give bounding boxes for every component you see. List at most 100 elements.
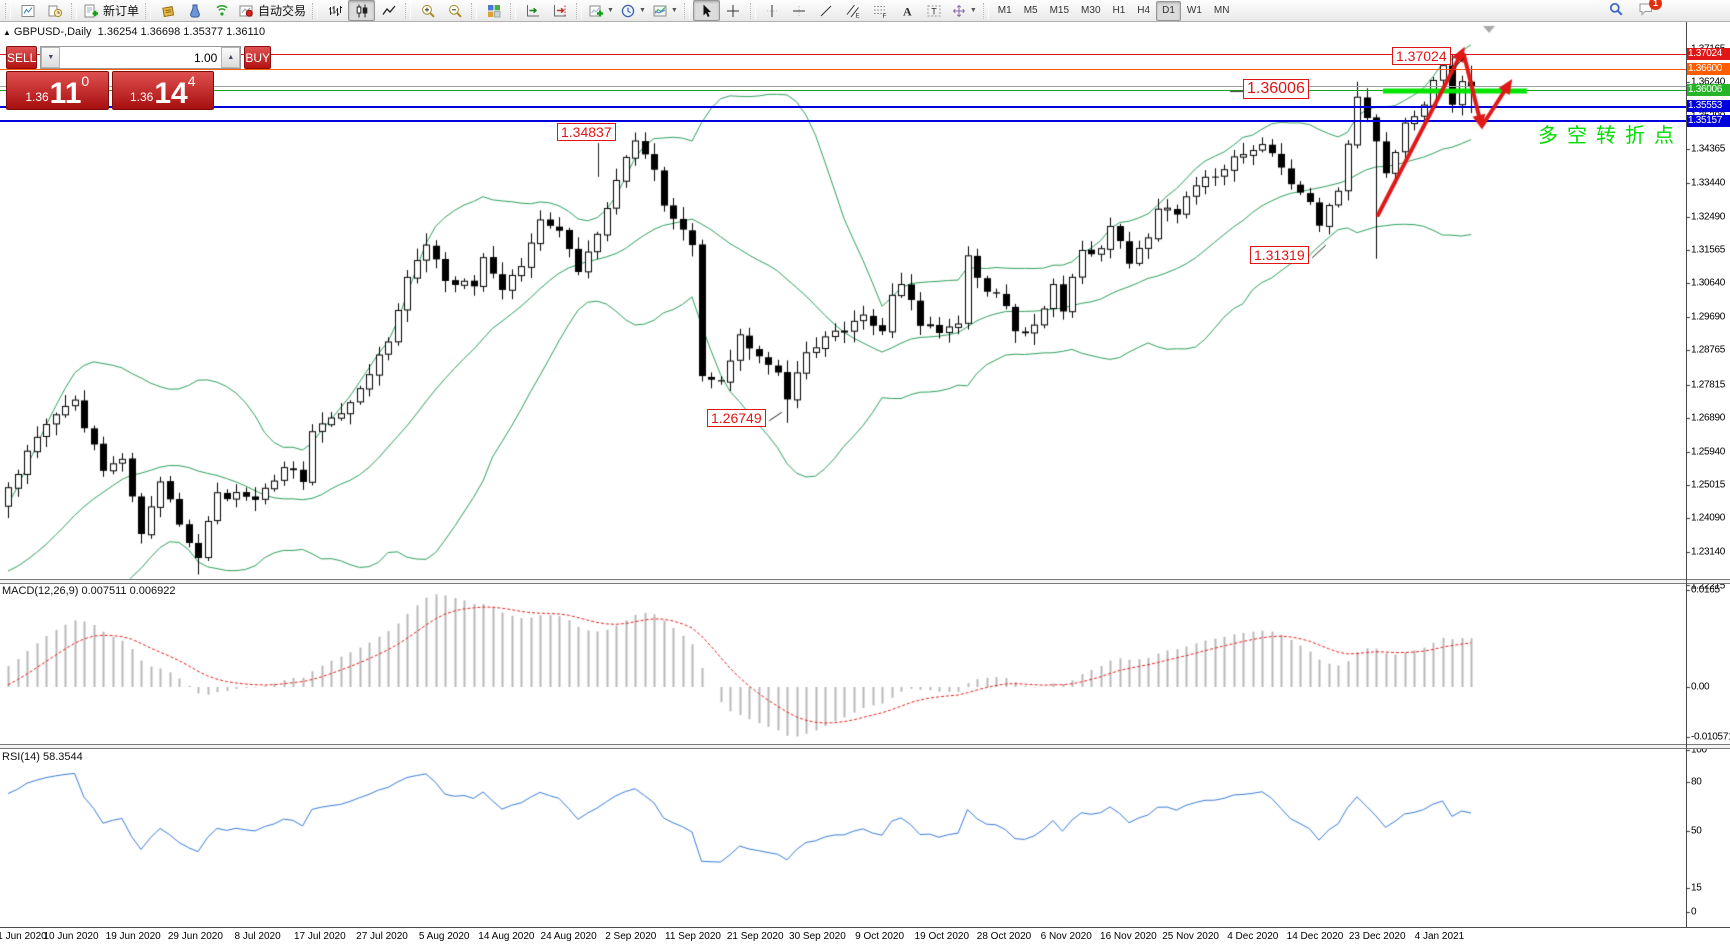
timeframe-mn-button[interactable]: MN — [1213, 5, 1230, 16]
bid-price-sup: 0 — [81, 73, 90, 89]
toolbar-separator — [683, 2, 690, 19]
channel-icon: E — [845, 3, 861, 19]
svg-text:A: A — [903, 4, 912, 18]
note-text[interactable]: 多空转折点 — [1538, 125, 1683, 147]
vertical-line-button[interactable] — [759, 0, 786, 21]
toolbar-separator — [5, 2, 11, 19]
horizontal-line-icon — [791, 3, 807, 19]
volume-increase-button[interactable]: ▲ — [221, 47, 241, 68]
ask-price-sup: 4 — [187, 73, 196, 89]
arrows-icon — [951, 3, 967, 19]
text-button[interactable]: A — [894, 0, 921, 21]
zoom-out-button[interactable] — [441, 0, 468, 21]
profiles-icon — [47, 3, 63, 19]
svg-text:T: T — [932, 6, 938, 16]
fibonacci-button[interactable]: F — [867, 0, 894, 21]
channel-button[interactable]: E — [840, 0, 867, 21]
bid-price-tile[interactable]: 1.36 11 0 — [6, 71, 109, 110]
chart-ohlc-values: 1.36254 1.36698 1.35377 1.36110 — [97, 26, 266, 38]
bid-price-big: 11 — [49, 77, 82, 110]
autotrading-button[interactable]: 自动交易 — [235, 0, 309, 21]
sell-button[interactable]: SELL — [6, 46, 38, 69]
signals-icon — [214, 3, 230, 19]
crosshair-button[interactable] — [720, 0, 747, 21]
text-label-button[interactable]: T — [921, 0, 948, 21]
toolbar-separator — [312, 2, 319, 19]
bid-price-prefix: 1.36 — [25, 90, 49, 104]
fibonacci-icon: F — [872, 3, 888, 19]
toolbar-separator — [576, 2, 583, 19]
toolbar-separator — [405, 2, 412, 19]
price-annotation-flag[interactable]: 1.26749 — [707, 409, 766, 428]
volume-stepper: ▼ ▲ — [40, 46, 242, 69]
toolbar-separator — [145, 2, 152, 19]
notification-badge: 1 — [1649, 0, 1662, 10]
chart-collapse-icon[interactable]: ▲ — [3, 28, 11, 37]
ask-price-tile[interactable]: 1.36 14 4 — [111, 71, 214, 110]
new-order-button[interactable]: 新订单 — [80, 0, 142, 21]
new-chart-button[interactable] — [14, 0, 41, 21]
toolbar-separator — [749, 2, 756, 19]
chart-shift-button[interactable] — [546, 0, 573, 21]
toolbar-separator — [510, 2, 517, 19]
timeframe-d1-button[interactable]: D1 — [1156, 0, 1181, 21]
timeframe-h1-button[interactable]: H1 — [1112, 5, 1126, 16]
dropdown-caret-icon: ▼ — [607, 7, 614, 14]
dropdown-caret-icon: ▼ — [670, 7, 678, 14]
dropdown-caret-icon: ▼ — [969, 7, 977, 14]
zoom-out-icon — [447, 3, 463, 19]
cursor-button[interactable] — [692, 0, 720, 21]
candle-chart-icon — [354, 3, 370, 19]
volume-decrease-button[interactable]: ▼ — [41, 47, 61, 68]
dropdown-caret-icon: ▼ — [638, 7, 646, 14]
timeframe-m30-button[interactable]: M30 — [1081, 5, 1101, 16]
text-label-icon: T — [926, 3, 942, 19]
timeframe-h4-button[interactable]: H4 — [1137, 5, 1151, 16]
buy-button[interactable]: BUY — [244, 46, 272, 69]
timeframe-w1-button[interactable]: W1 — [1186, 5, 1202, 16]
auto-scroll-icon — [525, 3, 541, 19]
ask-price-prefix: 1.36 — [129, 90, 154, 104]
market-watch-icon — [187, 3, 203, 19]
metaeditor-button[interactable] — [154, 0, 181, 21]
text-icon: A — [899, 3, 915, 19]
timeframe-m5-button[interactable]: M5 — [1023, 5, 1038, 16]
horizontal-line-button[interactable] — [786, 0, 813, 21]
vertical-line-icon — [764, 3, 780, 19]
candle-chart-button[interactable] — [348, 0, 376, 21]
arrows-button[interactable]: ▼ — [948, 0, 980, 21]
auto-scroll-button[interactable] — [519, 0, 546, 21]
indicators-icon — [588, 3, 604, 19]
periods-button[interactable]: ▼ — [617, 0, 649, 21]
periods-icon — [620, 3, 636, 19]
market-watch-button[interactable] — [181, 0, 208, 21]
price-annotation-flag[interactable]: 1.31319 — [1250, 246, 1309, 265]
new-order-label: 新订单 — [103, 4, 140, 18]
ask-price-big: 14 — [154, 77, 188, 110]
bar-chart-button[interactable] — [321, 0, 348, 21]
line-chart-icon — [381, 3, 397, 19]
timeframe-m1-button[interactable]: M1 — [997, 5, 1012, 16]
profiles-button[interactable] — [41, 0, 68, 21]
volume-input[interactable] — [60, 47, 222, 68]
price-annotation-flag[interactable]: 1.37024 — [1392, 47, 1451, 66]
notifications-button[interactable]: 1 — [1638, 0, 1662, 17]
trendline-icon — [818, 3, 834, 19]
zoom-in-icon — [420, 3, 436, 19]
zoom-in-button[interactable] — [414, 0, 441, 21]
toolbar-separator — [471, 2, 478, 19]
price-annotation-flag[interactable]: 1.36006 — [1243, 79, 1309, 100]
trendline-button[interactable] — [813, 0, 840, 21]
tile-windows-button[interactable] — [480, 0, 507, 21]
indicators-button[interactable]: ▼ — [585, 0, 617, 21]
signals-button[interactable] — [208, 0, 235, 21]
timeframe-m15-button[interactable]: M15 — [1049, 5, 1070, 16]
bar-chart-icon — [327, 3, 343, 19]
templates-button[interactable]: ▼ — [649, 0, 681, 21]
line-chart-button[interactable] — [375, 0, 402, 21]
price-annotation-flag[interactable]: 1.34837 — [557, 123, 616, 142]
chart-title: ▲ GBPUSD-,Daily 1.36254 1.36698 1.35377 1… — [3, 26, 265, 38]
search-icon[interactable] — [1608, 1, 1624, 17]
cursor-icon — [698, 3, 714, 19]
